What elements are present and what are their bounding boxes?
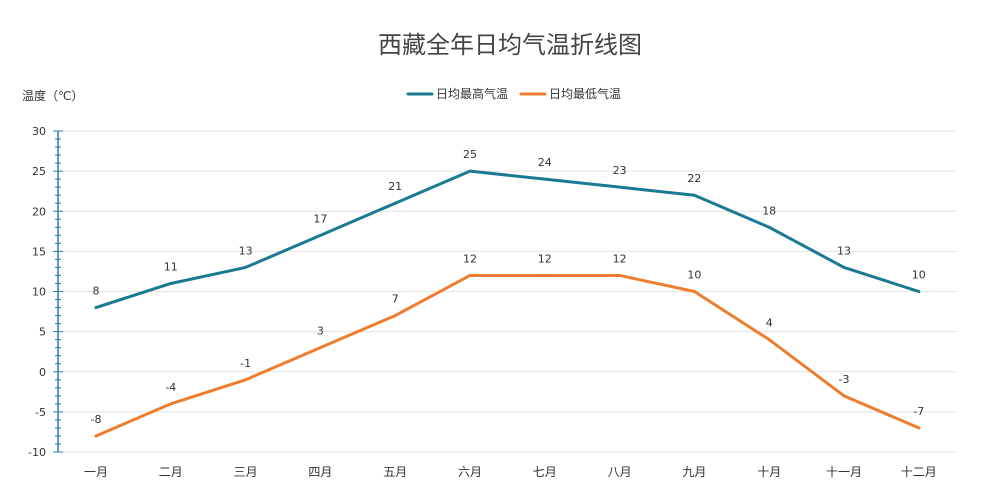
data-point	[543, 177, 547, 181]
data-label: 17	[313, 212, 327, 225]
y-tick-label: -5	[35, 406, 46, 419]
data-label: 12	[463, 252, 477, 265]
data-label: 12	[613, 252, 627, 265]
legend-item-1[interactable]: 日均最高气温	[406, 86, 508, 101]
y-tick-label: 10	[32, 286, 46, 299]
data-label: -4	[165, 381, 176, 394]
x-axis: 一月 二月 三月 四月 五月 六月 七月 八月 九月 十月 十一月 十二月	[84, 465, 937, 479]
x-tick-label: 十一月	[826, 465, 862, 479]
x-tick-label: 十二月	[901, 465, 937, 479]
legend-label: 日均最高气温	[436, 86, 508, 101]
series-2: -8 -4 -1 3 7 12 12 12 10 4 -3 -7	[91, 252, 924, 438]
data-point	[318, 233, 322, 237]
x-tick-label: 二月	[159, 465, 183, 479]
data-label: -3	[839, 373, 850, 386]
data-point	[917, 426, 921, 430]
data-point	[468, 273, 472, 277]
x-tick-label: 四月	[308, 465, 332, 479]
y-tick-label: 25	[32, 165, 46, 178]
series-1: 8 11 13 17 21 25 24 23 22 18 13 10	[93, 148, 926, 310]
x-tick-label: 六月	[458, 465, 482, 479]
y-tick-label: 5	[39, 326, 46, 339]
x-tick-label: 五月	[383, 465, 407, 479]
y-tick-label: 20	[32, 205, 46, 218]
data-label: 21	[388, 180, 402, 193]
data-point	[244, 378, 248, 382]
data-point	[842, 394, 846, 398]
y-axis-label: 温度（℃）	[22, 88, 83, 103]
legend-label: 日均最低气温	[549, 86, 621, 101]
y-tick-label: -10	[28, 446, 46, 459]
series-group: 8 11 13 17 21 25 24 23 22 18 13 10 -8 -4 -1 3 7 12 12 12 10 4…	[91, 148, 926, 438]
data-label: 18	[762, 204, 776, 217]
data-point	[393, 201, 397, 205]
data-point	[169, 281, 173, 285]
x-tick-label: 十月	[757, 465, 781, 479]
data-point	[692, 290, 696, 293]
series-line	[94, 169, 921, 310]
data-label: 4	[766, 317, 773, 330]
data-point	[318, 346, 322, 350]
data-label: 23	[613, 164, 627, 177]
data-point	[917, 290, 921, 293]
x-tick-label: 三月	[234, 465, 258, 479]
data-label: 7	[392, 293, 399, 306]
data-point	[468, 169, 472, 173]
legend[interactable]: 日均最高气温 日均最低气温	[406, 86, 621, 101]
data-point	[618, 273, 622, 277]
data-label: 3	[317, 325, 324, 338]
data-label: 13	[837, 244, 851, 257]
data-point	[543, 273, 547, 277]
data-label: 10	[687, 269, 701, 282]
chart-title: 西藏全年日均气温折线图	[378, 31, 642, 59]
data-label: 24	[538, 156, 552, 169]
data-point	[842, 265, 846, 269]
data-point	[169, 402, 173, 406]
data-point	[94, 434, 98, 438]
data-point	[767, 225, 771, 229]
data-label: 25	[463, 148, 477, 161]
data-label: 10	[912, 269, 926, 282]
data-label: -7	[913, 405, 924, 418]
data-label: -8	[91, 413, 102, 426]
data-label: -1	[240, 357, 251, 370]
data-point	[393, 314, 397, 318]
x-tick-label: 九月	[682, 465, 706, 479]
data-label: 22	[687, 172, 701, 185]
y-axis: 30 25 20 15 10 5 0 -5 -10	[28, 125, 63, 459]
data-label: 12	[538, 252, 552, 265]
data-point	[692, 193, 696, 197]
x-tick-label: 八月	[608, 465, 632, 479]
series-line	[94, 273, 921, 438]
x-tick-label: 七月	[533, 465, 557, 479]
gridlines	[58, 130, 957, 453]
y-tick-label: 30	[32, 125, 46, 138]
data-point	[618, 185, 622, 189]
y-tick-label: 0	[39, 366, 46, 379]
data-label: 8	[93, 285, 100, 298]
data-point	[94, 306, 98, 310]
data-label: 11	[164, 260, 178, 273]
data-point	[767, 338, 771, 342]
y-tick-label: 15	[32, 245, 46, 258]
data-label: 13	[239, 244, 253, 257]
data-point	[244, 265, 248, 269]
x-tick-label: 一月	[84, 465, 108, 479]
legend-item-2[interactable]: 日均最低气温	[519, 86, 621, 101]
